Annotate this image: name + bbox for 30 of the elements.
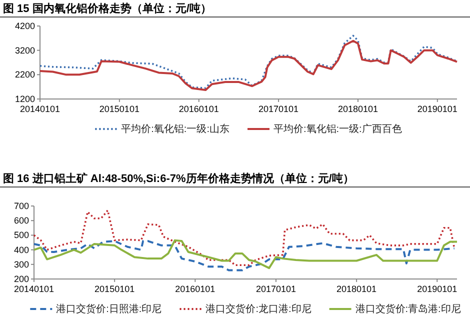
- x-tick-label: 20150101: [99, 104, 140, 114]
- x-tick-label: 20180101: [336, 284, 377, 294]
- y-tick-label: 1200: [14, 94, 35, 104]
- y-tick-label: 4200: [14, 21, 35, 31]
- chart-title: 图 15 国内氧化铝价格走势（单位：元/吨）: [3, 2, 212, 15]
- y-tick-label: 3200: [14, 45, 35, 56]
- x-tick-label: 20140101: [14, 284, 54, 294]
- x-tick-label: 20170101: [256, 284, 296, 294]
- chart-title: 图 16 进口铝土矿 Al:48-50%,Si:6-7%历年价格走势情况（单位：元/吨）: [3, 172, 354, 185]
- y-tick-label: 600: [14, 216, 29, 226]
- y-tick-label: 500: [14, 230, 29, 240]
- legend-label: 平均价:氧化铝:一级:山东: [121, 123, 230, 135]
- y-tick-label: 700: [14, 201, 29, 211]
- legend-label: 平均价:氧化铝:一级:广西百色: [274, 123, 402, 135]
- legend-label: 港口交货价:日照港:印尼: [56, 303, 162, 315]
- x-tick-label: 20150101: [94, 284, 135, 294]
- y-tick-label: 400: [14, 244, 29, 255]
- x-tick-label: 20160101: [178, 104, 219, 114]
- x-tick-label: 20190101: [417, 104, 458, 114]
- x-tick-label: 20160101: [175, 284, 216, 294]
- line-series: [33, 209, 456, 266]
- x-tick-label: 20180101: [338, 104, 378, 114]
- x-tick-label: 20190101: [417, 284, 458, 294]
- y-tick-label: 300: [14, 259, 29, 270]
- legend-label: 港口交货价:龙口港:印尼: [206, 303, 312, 315]
- y-tick-label: 2200: [14, 70, 35, 80]
- y-tick-label: 200: [14, 274, 29, 284]
- x-tick-label: 20140101: [20, 104, 60, 114]
- legend-label: 港口交货价:青岛港:印尼: [355, 303, 461, 315]
- x-tick-label: 20170101: [258, 104, 299, 114]
